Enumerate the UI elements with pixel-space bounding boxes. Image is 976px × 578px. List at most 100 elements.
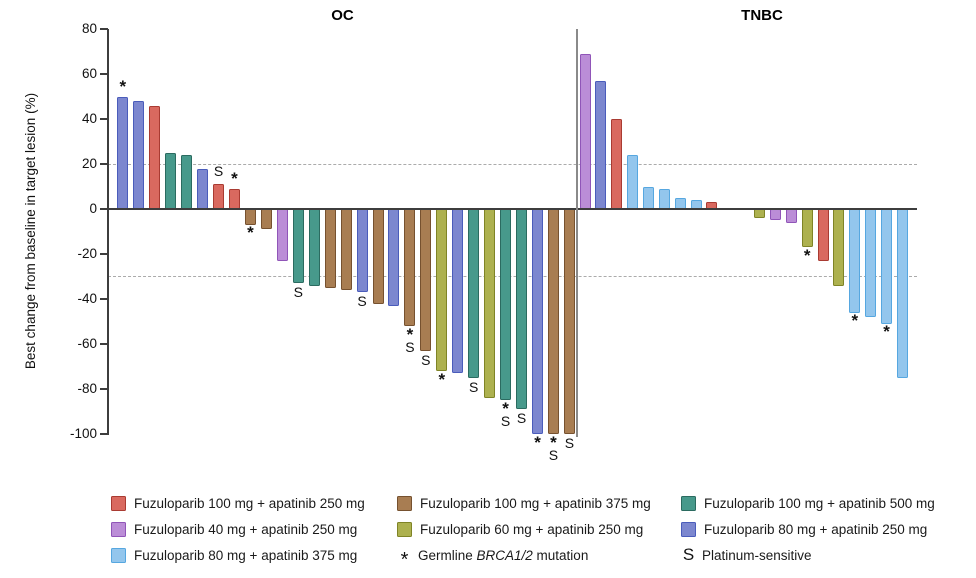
bar [133,101,145,209]
legend-item-fuzuloparib-100-apatinib-375: Fuzuloparib 100 mg + apatinib 375 mg [397,490,681,516]
y-tick [100,343,108,345]
bar [801,209,813,248]
platinum-sensitive-mark: S [469,378,479,395]
legend-item-label: Fuzuloparib 100 mg + apatinib 375 mg [420,495,651,511]
germline-brca-mark: * [231,168,238,188]
bar [579,53,591,209]
bar [754,209,766,218]
panel-title-oc: OC [331,7,354,24]
bar [532,209,543,434]
bar [340,209,352,290]
y-tick [100,118,108,120]
y-tick-label: -40 [77,291,97,306]
panel-separator [576,29,578,437]
bar [658,188,670,209]
legend-item-label: Fuzuloparib 60 mg + apatinib 250 mg [420,521,644,537]
y-tick [100,163,108,165]
bar [865,209,877,317]
legend-swatch [681,495,696,511]
bar [404,209,416,326]
bar [484,209,496,398]
legend-item-asterisk-marker: * Germline BRCA1/2 mutation [397,542,681,571]
legend-item-label: Fuzuloparib 40 mg + apatinib 250 mg [134,521,358,537]
bar [833,209,845,286]
germline-brca-mark: * [550,432,557,452]
germline-brca-mark: * [247,223,254,243]
y-tick-label: 40 [81,111,97,126]
bar [500,209,512,401]
bar [228,188,240,209]
y-tick [100,298,108,300]
bar [452,209,464,374]
platinum-sensitive-mark: S [548,447,559,463]
legend-item-label: Fuzuloparib 80 mg + apatinib 375 mg [134,547,358,563]
y-tick [100,208,108,210]
y-tick [100,253,108,255]
bar [324,209,336,288]
s-marker-symbol: S [682,545,695,564]
bar [817,209,829,261]
platinum-sensitive-mark: S [405,339,415,355]
y-tick-label: -20 [77,246,97,261]
bar [611,119,623,209]
bar [547,209,559,434]
bar [356,209,368,293]
germline-brca-mark: * [883,322,890,342]
y-tick [100,28,108,30]
bar [516,209,528,410]
bar [197,168,209,209]
y-tick-label: 0 [89,201,97,216]
bar [642,186,654,209]
bar [117,96,129,209]
platinum-sensitive-mark: S [293,284,303,301]
zero-line [107,208,917,210]
bar [181,155,193,209]
legend-swatch [397,495,412,511]
germline-brca-mark: * [851,311,859,330]
plot-area: OC TNBC Best change from baseline in tar… [23,7,917,463]
legend-item-label: Fuzuloparib 100 mg + apatinib 250 mg [134,495,365,511]
asterisk-marker-symbol: * [400,549,409,571]
y-tick [100,73,108,75]
legend-item-fuzuloparib-40-apatinib-250: Fuzuloparib 40 mg + apatinib 250 mg [111,516,397,542]
platinum-sensitive-mark: S [421,351,431,368]
germline-brca-mark: * [803,245,811,265]
bar [468,209,480,378]
y-tick-label: -60 [77,336,97,351]
platinum-sensitive-mark: S [500,413,511,430]
reference-line-upper [108,163,917,165]
bar [276,209,288,261]
legend-item-fuzuloparib-80-apatinib-375: Fuzuloparib 80 mg + apatinib 375 mg [111,542,397,568]
bar [420,209,432,351]
y-tick-label: -100 [69,426,97,441]
legend-swatch [111,495,126,511]
legend-swatch [111,547,126,563]
y-tick [100,433,108,435]
bar [213,184,224,209]
bar [595,80,607,209]
bar [388,209,400,306]
bar [165,152,177,209]
platinum-sensitive-mark: S [516,410,527,427]
legend-item-fuzuloparib-60-apatinib-250: Fuzuloparib 60 mg + apatinib 250 mg [397,516,681,542]
legend-swatch [681,521,696,537]
legend-item-fuzuloparib-80-apatinib-250: Fuzuloparib 80 mg + apatinib 250 mg [681,516,961,542]
bar [881,209,893,324]
platinum-sensitive-mark: S [213,163,224,180]
legend-item-fuzuloparib-100-apatinib-250: Fuzuloparib 100 mg + apatinib 250 mg [111,490,397,516]
legend-swatch [111,521,126,537]
bar [896,209,908,378]
y-axis-label: Best change from baseline in target lesi… [23,92,38,370]
platinum-sensitive-mark: S [357,293,367,310]
platinum-sensitive-mark: S [564,435,575,451]
germline-brca-mark: * [119,76,127,96]
y-axis-line [107,29,109,435]
germline-brca-mark: * [406,324,414,344]
bar [849,209,861,313]
legend-item-label: Fuzuloparib 80 mg + apatinib 250 mg [704,521,928,537]
legend-item-label: Platinum-sensitive [702,547,812,563]
bar [260,209,272,230]
legend-item-label: Germline BRCA1/2 mutation [418,547,589,563]
legend-swatch [397,521,412,537]
